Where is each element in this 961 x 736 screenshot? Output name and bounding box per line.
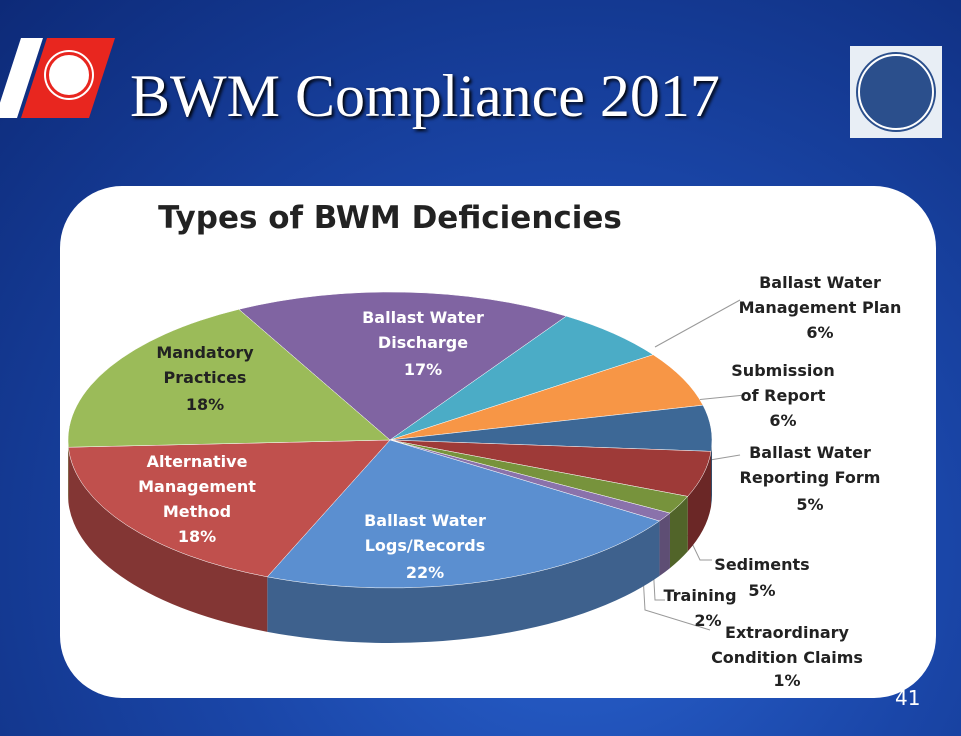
pie-slice xyxy=(238,291,567,441)
pie-slice xyxy=(389,354,704,441)
slice-label: Ballast Water Logs/Records xyxy=(364,511,486,555)
slice-label: Extraordinary Condition Claims xyxy=(711,623,863,667)
slice-value-label: 5% xyxy=(796,495,824,514)
slice-label: Training xyxy=(663,586,737,605)
slice-value-label: 6% xyxy=(806,323,834,342)
leader-line xyxy=(694,394,746,401)
pie-side xyxy=(659,513,670,577)
slide-title: BWM Compliance 2017 xyxy=(130,63,720,129)
leader-line xyxy=(654,299,741,348)
slice-label: Ballast Water Management Plan xyxy=(738,273,902,317)
slice-value-label: 22% xyxy=(405,563,445,582)
slice-label: Sediments xyxy=(714,555,810,574)
slice-value-label: 1% xyxy=(773,671,801,690)
coast-guard-logo xyxy=(0,38,115,118)
slice-value-label: 2% xyxy=(694,611,722,630)
slice-value-label: 5% xyxy=(748,581,776,600)
pie-side xyxy=(687,451,712,552)
pie-slice xyxy=(266,439,661,589)
slice-value-label: 6% xyxy=(769,411,797,430)
chart-title: Types of BWM Deficiencies xyxy=(158,200,622,236)
dhs-seal xyxy=(850,46,942,138)
slice-value-label: 17% xyxy=(403,360,443,379)
pie-side xyxy=(267,521,660,644)
pie-side xyxy=(68,447,268,632)
slice-value-label: 18% xyxy=(185,395,225,414)
pie-side xyxy=(669,496,688,569)
pie-slice xyxy=(67,309,391,448)
slice-label: Alternative Management Method xyxy=(138,452,256,521)
pie-side xyxy=(711,440,712,507)
slice-label: Ballast Water Discharge xyxy=(362,308,484,352)
slice-value-label: 18% xyxy=(177,527,217,546)
slide-number: 41 xyxy=(895,686,921,710)
pie-slice xyxy=(389,315,654,441)
slice-label: Submission of Report xyxy=(731,361,835,405)
slice-label: Ballast Water Reporting Form xyxy=(739,443,881,487)
slice-label: Mandatory Practices xyxy=(156,343,254,387)
leader-line xyxy=(709,454,741,461)
pie-slice xyxy=(68,439,391,578)
